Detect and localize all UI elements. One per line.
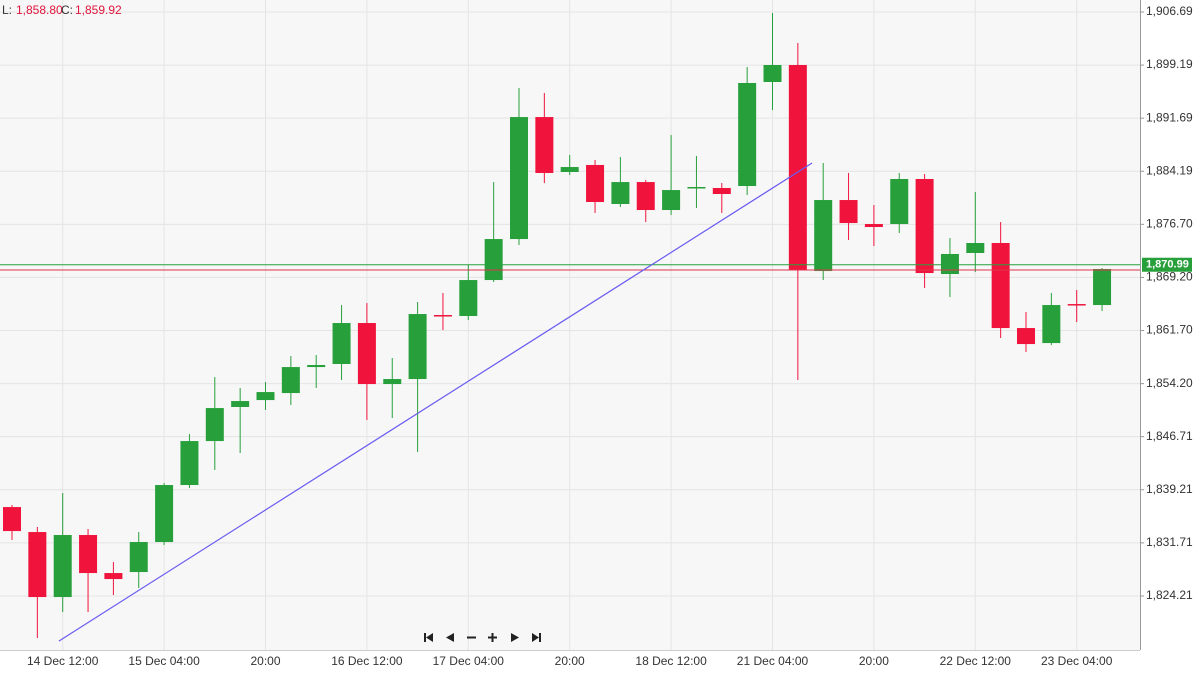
candle-body: [155, 485, 174, 543]
nav-zoom-out[interactable]: [467, 636, 476, 639]
grid: [0, 0, 1144, 650]
candle-body: [636, 182, 655, 211]
header-low-label: L:: [2, 3, 12, 17]
nav-prev[interactable]: [446, 633, 454, 642]
y-tick-label: 1,824.21: [1146, 588, 1193, 602]
candle-body: [256, 392, 275, 401]
y-tick-label: 1,861.70: [1146, 323, 1193, 337]
candle-body: [408, 314, 427, 380]
y-tick-label: 1,899.19: [1146, 57, 1193, 71]
candle-body: [890, 178, 909, 225]
candle-body: [1042, 305, 1061, 344]
candle-body: [180, 441, 199, 486]
header-close-label: C:: [61, 3, 73, 17]
candle-body: [763, 65, 782, 82]
nav-next[interactable]: [511, 633, 519, 642]
labels: 1,906.69 1,899.19 1,891.69 1,884.19 1,876.70…: [27, 4, 1193, 668]
x-tick-label: 22 Dec 12:00: [940, 654, 1012, 668]
candle-body: [53, 535, 72, 598]
candle-body: [307, 365, 326, 368]
candle-body: [738, 82, 757, 187]
candle-body: [3, 507, 21, 532]
candle-body: [332, 323, 351, 365]
candle-body: [205, 408, 224, 442]
x-tick-label: 15 Dec 04:00: [128, 654, 200, 668]
candle-body: [712, 187, 731, 195]
trendline: [58, 162, 813, 642]
candle-body: [1017, 328, 1035, 345]
x-tick-label: 14 Dec 12:00: [27, 654, 99, 668]
y-tick-label: 1,839.21: [1146, 482, 1193, 496]
candle-body: [1067, 304, 1086, 306]
x-tick-label: 20:00: [859, 654, 889, 668]
y-tick-label: 1,846.71: [1146, 429, 1193, 443]
candle-body: [28, 532, 47, 598]
x-tick-label: 23 Dec 04:00: [1041, 654, 1113, 668]
candle-body: [281, 367, 300, 394]
y-tick-label: 1,884.19: [1146, 163, 1193, 177]
nav-zoom-in[interactable]: [488, 633, 497, 642]
candle-body: [104, 573, 123, 580]
candle-body: [433, 315, 452, 317]
y-tick-label: 1,869.20: [1146, 270, 1193, 284]
candle-body: [586, 164, 605, 203]
marks: [0, 13, 1192, 642]
candle-body: [788, 65, 807, 270]
candle-body: [535, 117, 554, 173]
candle-body: [560, 167, 579, 172]
candle-body: [510, 117, 528, 240]
x-tick-label: 18 Dec 12:00: [635, 654, 707, 668]
y-tick-label: 1,854.20: [1146, 376, 1193, 390]
nav-last[interactable]: [532, 633, 541, 642]
header-low: 1,858.80: [16, 3, 63, 17]
candle-body: [129, 542, 148, 573]
candle-body: [991, 243, 1010, 329]
x-tick-label: 20:00: [555, 654, 585, 668]
candle-body: [79, 535, 98, 574]
x-tick-label: 20:00: [250, 654, 280, 668]
candle-body: [864, 224, 883, 228]
price-tag-label: 1,870.99: [1146, 259, 1189, 271]
candle-body: [687, 186, 706, 189]
x-tick-label: 17 Dec 04:00: [433, 654, 505, 668]
candle-body: [940, 253, 959, 275]
navigation: [424, 633, 541, 642]
candle-body: [662, 190, 681, 211]
header-close: 1,859.92: [75, 3, 122, 17]
candle-body: [966, 243, 985, 253]
candle-body: [814, 200, 833, 272]
y-tick-label: 1,831.71: [1146, 535, 1193, 549]
candle-body: [357, 323, 376, 385]
candle-body: [484, 239, 503, 281]
candle-body: [383, 379, 402, 385]
x-tick-label: 21 Dec 04:00: [737, 654, 809, 668]
candle-body: [839, 200, 858, 224]
candle-body: [611, 182, 630, 204]
candle-body: [1093, 268, 1112, 306]
y-tick-label: 1,891.69: [1146, 110, 1193, 124]
candle-body: [231, 401, 250, 407]
price-tag: [1142, 257, 1192, 272]
y-tick-label: 1,906.69: [1146, 4, 1193, 18]
candle-body: [915, 178, 934, 274]
y-tick-label: 1,876.70: [1146, 216, 1193, 230]
nav-first[interactable]: [424, 633, 433, 642]
x-tick-label: 16 Dec 12:00: [331, 654, 403, 668]
candle-body: [459, 280, 478, 317]
